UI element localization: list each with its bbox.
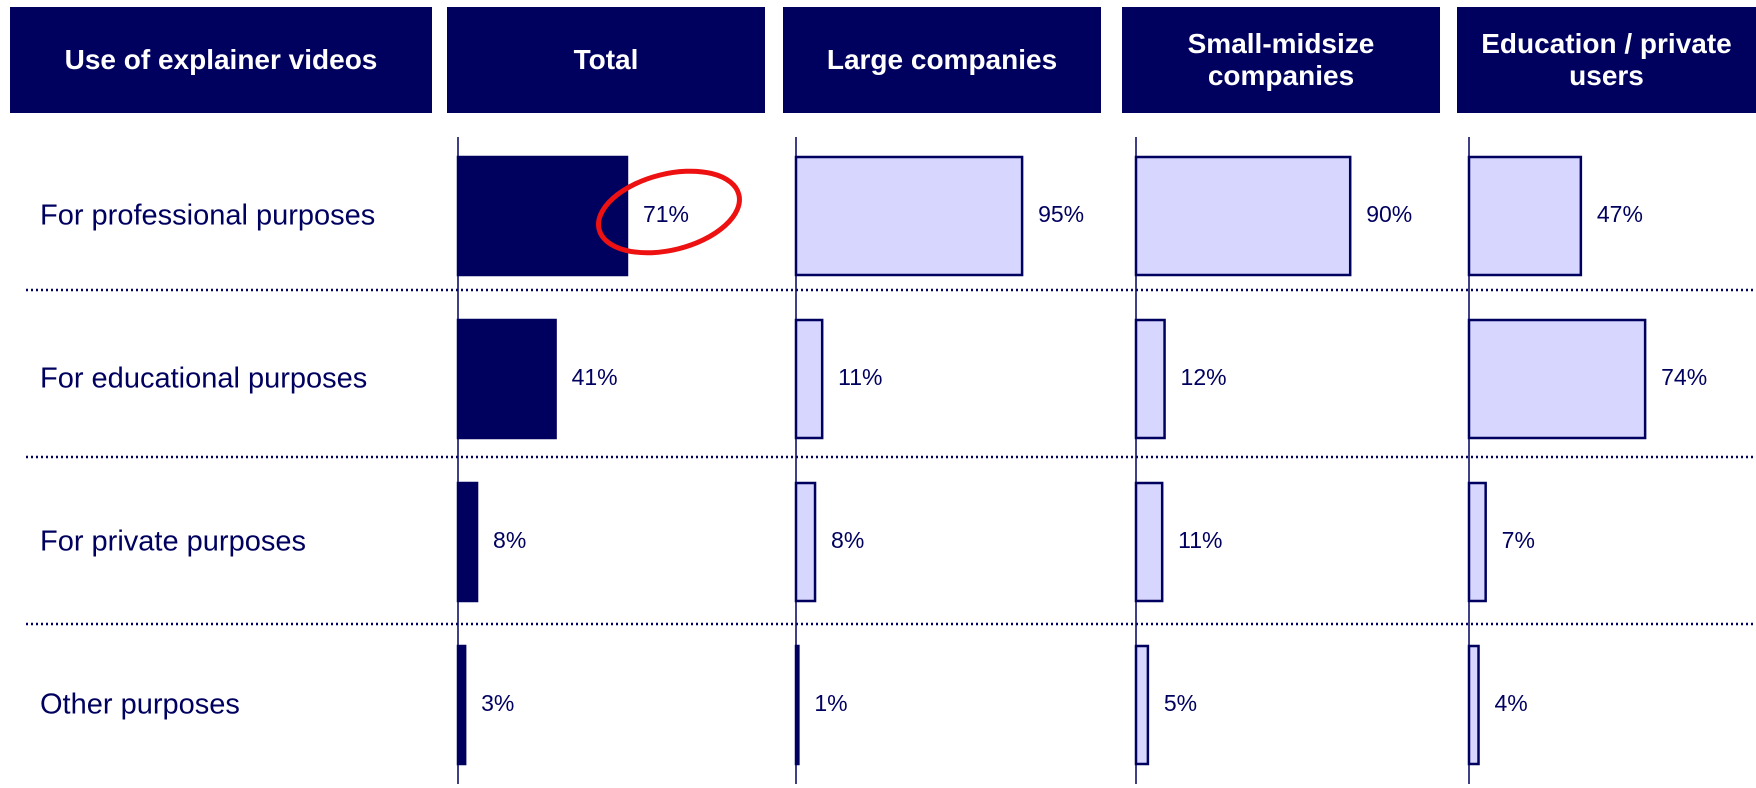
category-label: For educational purposes bbox=[40, 362, 368, 395]
bar bbox=[794, 155, 1024, 277]
bar bbox=[1467, 318, 1647, 440]
series-header: Education / private users bbox=[1457, 7, 1756, 113]
value-label: 8% bbox=[493, 527, 526, 553]
value-label: 74% bbox=[1661, 364, 1707, 390]
series-header: Small-midsize companies bbox=[1122, 7, 1440, 113]
category-label: For professional purposes bbox=[40, 199, 376, 232]
bar bbox=[794, 481, 817, 603]
bar bbox=[1134, 155, 1352, 277]
value-label: 71% bbox=[643, 201, 689, 227]
value-label: 1% bbox=[814, 690, 847, 716]
value-label: 8% bbox=[831, 527, 864, 553]
category-label: For private purposes bbox=[40, 525, 306, 558]
value-label: 5% bbox=[1164, 690, 1197, 716]
value-label: 11% bbox=[838, 364, 882, 390]
value-label: 3% bbox=[481, 690, 514, 716]
bar bbox=[1134, 318, 1166, 440]
bar bbox=[794, 318, 824, 440]
bar bbox=[1467, 481, 1487, 603]
value-label: 4% bbox=[1495, 690, 1528, 716]
value-label: 12% bbox=[1181, 364, 1227, 390]
value-label: 90% bbox=[1366, 201, 1412, 227]
value-label: 41% bbox=[572, 364, 618, 390]
highlight-circle bbox=[596, 168, 742, 256]
bar bbox=[456, 644, 467, 766]
category-header: Use of explainer videos bbox=[10, 7, 432, 113]
bar bbox=[1134, 481, 1164, 603]
value-label: 95% bbox=[1038, 201, 1084, 227]
bar bbox=[456, 318, 557, 440]
bar bbox=[1467, 155, 1583, 277]
value-label: 11% bbox=[1178, 527, 1222, 553]
series-header: Total bbox=[447, 7, 765, 113]
bar bbox=[794, 644, 800, 766]
value-label: 7% bbox=[1502, 527, 1535, 553]
bar bbox=[1467, 644, 1480, 766]
bar bbox=[1134, 644, 1150, 766]
category-label: Other purposes bbox=[40, 688, 240, 721]
bar bbox=[456, 481, 479, 603]
value-label: 47% bbox=[1597, 201, 1643, 227]
series-header: Large companies bbox=[783, 7, 1101, 113]
